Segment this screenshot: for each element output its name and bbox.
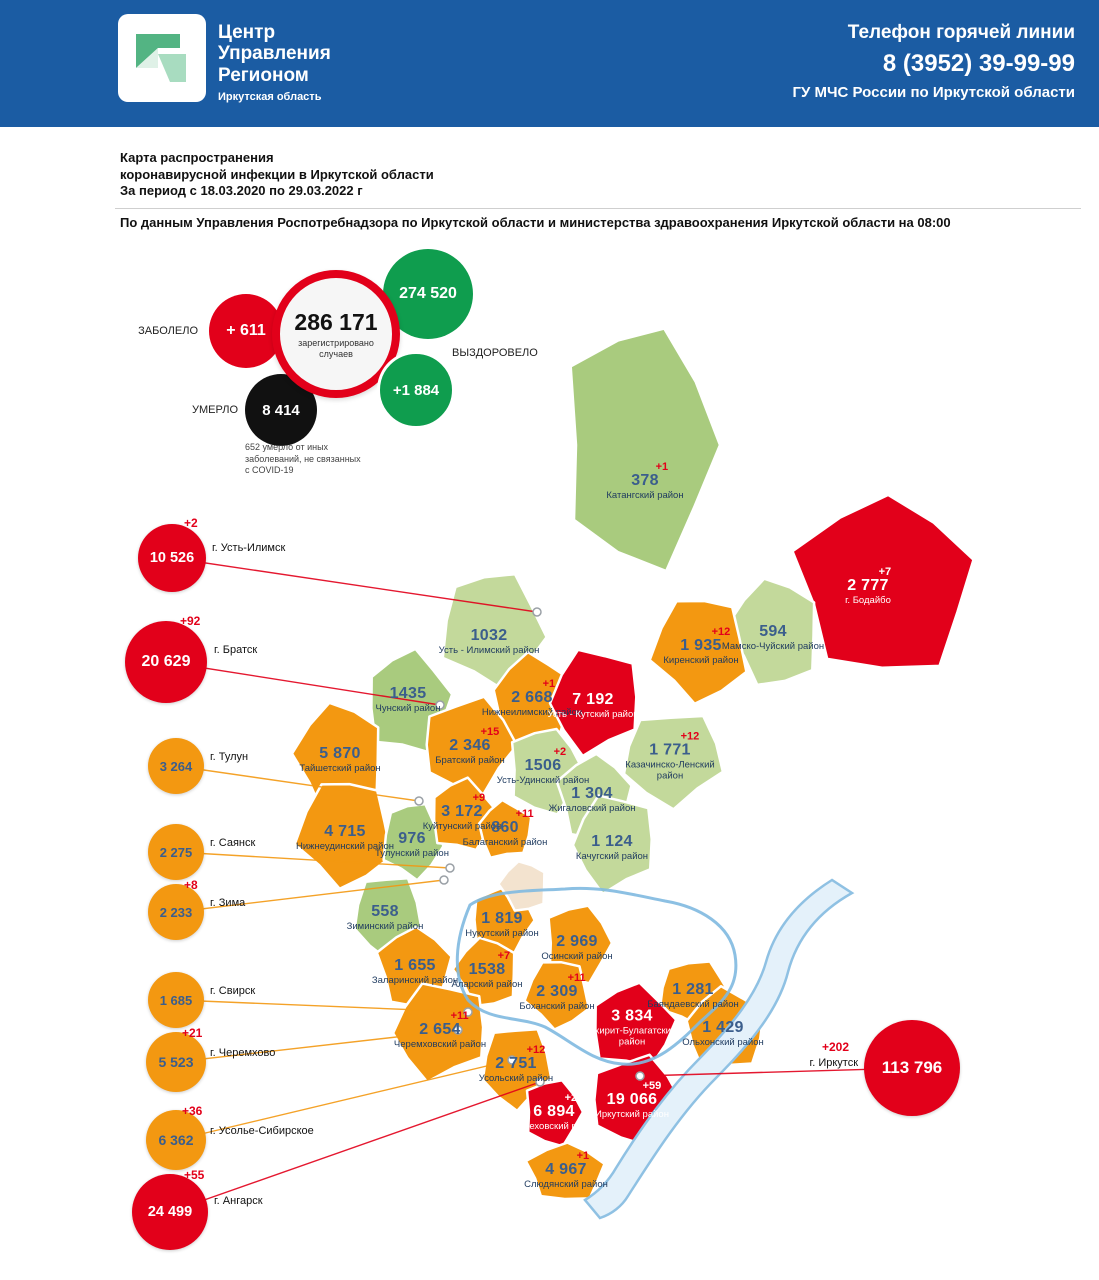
district-shape-ust-kutsky	[548, 648, 638, 758]
logo-title-line: Центр	[218, 22, 276, 43]
hotline-block: Телефон горячей линии 8 (3952) 39-99-99 …	[793, 22, 1075, 101]
district-shape-kirensky	[648, 599, 748, 706]
okrug-boundary	[455, 886, 738, 1066]
divider	[115, 208, 1081, 209]
district-shape-bokhansky	[523, 960, 591, 1031]
logo-text: Центр Управления Регионом Иркутская обла…	[218, 22, 331, 103]
connector-line-zima	[175, 879, 445, 913]
district-shape-unlabeled-area	[497, 860, 546, 912]
logo-subtitle: Иркутская область	[218, 90, 322, 103]
district-shape-katangsky	[569, 327, 722, 573]
city-dot-cheremkhovo	[453, 1025, 463, 1035]
lake-baikal	[583, 878, 855, 1220]
district-shape-bodaibinsky	[791, 493, 975, 669]
district-shape-mamsko-chuysky	[724, 577, 816, 687]
district-shape-kazachinsko-lensky	[622, 714, 725, 811]
registered-total-caption: зарегистрировано случаев	[298, 337, 374, 359]
recovered-label: ВЫЗДОРОВЕЛО	[452, 347, 538, 359]
city-dot-irkutsk	[635, 1071, 645, 1081]
connector-line-irkutsk	[639, 1067, 913, 1077]
logo-title-line: Управления	[218, 43, 331, 65]
connector-line-ust-ilimsk	[171, 557, 538, 613]
title-line-1: Карта распространения	[120, 150, 274, 165]
title-line-2: коронавирусной инфекции в Иркутской обла…	[120, 166, 434, 182]
district-shape-ekhirit-bulagatsky	[594, 981, 678, 1068]
city-dot-tulun	[414, 796, 424, 806]
city-dots-group	[414, 607, 645, 1087]
district-shape-nizhneudinsky	[293, 782, 393, 891]
district-shape-tulunsky	[382, 802, 445, 882]
city-dot-angarsk	[535, 1077, 545, 1087]
title-line-3: За период с 18.03.2020 по 29.03.2022 г	[120, 183, 363, 199]
connector-line-angarsk	[169, 1081, 541, 1213]
city-dot-usolye-sibirskoye	[507, 1055, 517, 1065]
hotline-label: Телефон горячей линии	[847, 22, 1075, 43]
sick-delta-circle: + 611	[209, 294, 283, 368]
water-group	[455, 878, 855, 1220]
connector-line-bratsk	[165, 661, 441, 706]
hotline-org: ГУ МЧС России по Иркутской области	[792, 84, 1075, 101]
city-dot-svirsk	[463, 1007, 473, 1017]
header: Центр Управления Регионом Иркутская обла…	[0, 0, 1099, 127]
district-shape-shelekhovsky	[525, 1079, 585, 1148]
registered-total-value: 286 171	[294, 308, 378, 335]
connector-line-tulun	[175, 765, 420, 802]
connector-line-usolye-sibirskoye	[175, 1059, 513, 1141]
city-dot-ust-ilimsk	[532, 607, 542, 617]
city-dot-bratsk	[435, 700, 445, 710]
deaths-note: 652 умерло от иных заболеваний, не связа…	[245, 442, 361, 476]
districts-group	[290, 327, 975, 1201]
data-source-line: По данным Управления Роспотребнадзора по…	[120, 215, 951, 230]
recovered-delta-circle: +1 884	[377, 351, 455, 429]
cur-logo-icon	[136, 34, 186, 82]
district-shape-balagansky	[477, 798, 533, 859]
cur-logo	[118, 14, 206, 102]
logo-title-line: Регионом	[218, 64, 309, 86]
connector-line-cheremkhovo	[175, 1029, 459, 1063]
district-shape-kachugsky	[571, 794, 653, 896]
registered-total-circle: 286 171 зарегистрировано случаев	[272, 270, 400, 398]
connector-line-svirsk	[175, 999, 469, 1013]
city-dot-sayansk	[445, 863, 455, 873]
connector-lines-group	[165, 557, 913, 1213]
district-shape-slyudyansky	[524, 1141, 606, 1201]
sick-label: ЗАБОЛЕЛО	[138, 325, 198, 337]
deaths-label: УМЕРЛО	[192, 404, 238, 416]
connector-line-sayansk	[175, 851, 451, 869]
hotline-number: 8 (3952) 39-99-99	[882, 50, 1075, 77]
city-dot-zima	[439, 875, 449, 885]
page-title: Карта распространения коронавирусной инф…	[120, 150, 434, 200]
